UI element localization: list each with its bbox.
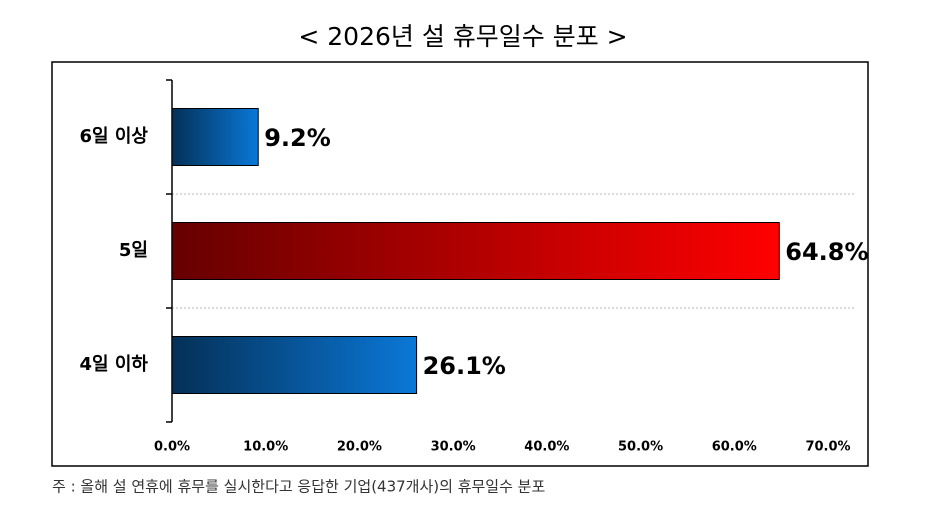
plot-frame: [51, 61, 869, 467]
x-tick-label: 0.0%: [154, 440, 190, 455]
category-label: 5일: [119, 240, 148, 261]
bar-shade: [172, 108, 259, 166]
x-tick-label: 50.0%: [618, 440, 663, 455]
value-label: 9.2%: [264, 124, 331, 152]
x-tick-label: 60.0%: [712, 440, 757, 455]
value-label: 64.8%: [785, 238, 868, 266]
x-tick-label: 20.0%: [337, 440, 382, 455]
bar-shade: [172, 222, 780, 280]
x-tick-label: 10.0%: [243, 440, 288, 455]
category-label: 4일 이하: [80, 354, 149, 375]
value-label: 26.1%: [423, 352, 506, 380]
x-tick-label: 30.0%: [431, 440, 476, 455]
category-label: 6일 이상: [80, 126, 149, 147]
footnote: 주 : 올해 설 연휴에 휴무를 실시한다고 응답한 기업(437개사)의 휴무…: [52, 478, 545, 496]
x-tick-label: 70.0%: [805, 440, 850, 455]
bar-shade: [172, 336, 417, 394]
x-tick-label: 40.0%: [524, 440, 569, 455]
chart-title: < 2026년 설 휴무일수 분포 >: [298, 22, 627, 51]
